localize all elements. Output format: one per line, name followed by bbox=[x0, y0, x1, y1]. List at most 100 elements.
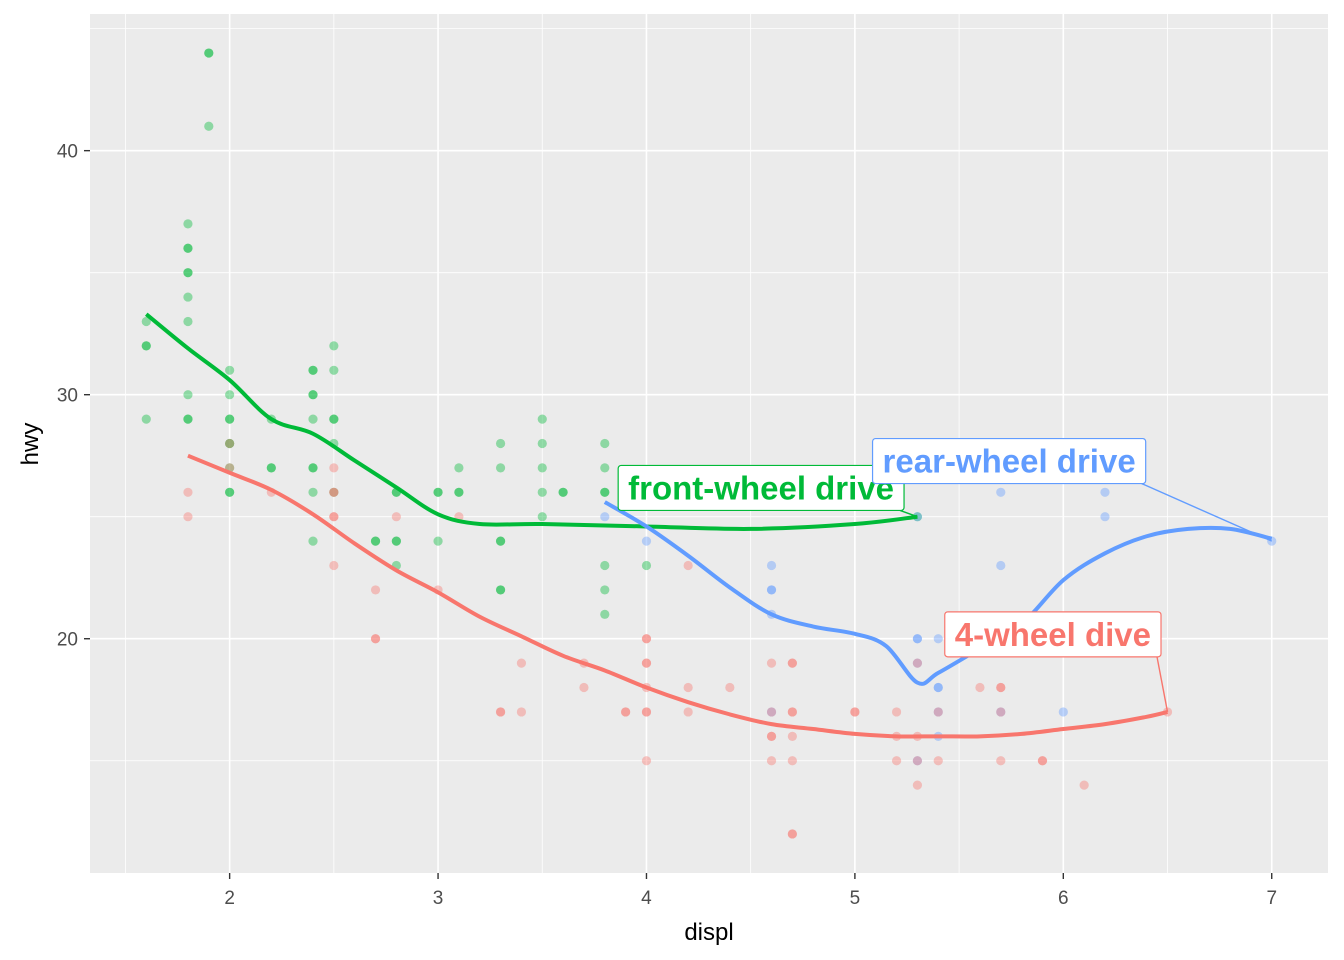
annotation-box bbox=[871, 437, 1147, 485]
data-point bbox=[225, 438, 235, 449]
data-point bbox=[766, 560, 777, 571]
data-point bbox=[516, 658, 527, 668]
x-tick-label: 4 bbox=[641, 888, 652, 909]
data-point bbox=[183, 512, 193, 522]
data-point bbox=[308, 536, 318, 546]
data-point bbox=[558, 487, 568, 497]
data-point bbox=[850, 707, 860, 717]
data-point bbox=[370, 536, 381, 546]
data-point bbox=[1058, 707, 1068, 717]
data-point bbox=[391, 512, 401, 522]
data-point bbox=[266, 463, 276, 473]
data-point bbox=[766, 756, 777, 766]
data-point bbox=[454, 487, 464, 497]
annotation-box bbox=[944, 611, 1162, 658]
smooth-lines bbox=[145, 312, 1273, 739]
data-point bbox=[996, 682, 1006, 693]
data-point bbox=[579, 682, 589, 693]
data-point bbox=[225, 438, 235, 449]
data-point bbox=[225, 414, 235, 424]
data-point bbox=[1100, 512, 1110, 522]
data-point bbox=[1037, 756, 1048, 766]
annotation-label: rear-wheel drive bbox=[871, 437, 1273, 542]
data-point bbox=[600, 585, 610, 595]
smooth-line bbox=[145, 312, 918, 531]
data-point bbox=[641, 707, 652, 717]
data-point bbox=[433, 487, 443, 497]
data-point bbox=[183, 268, 193, 278]
data-point bbox=[183, 390, 193, 400]
data-point bbox=[933, 682, 943, 693]
data-point bbox=[787, 658, 797, 668]
data-point bbox=[183, 243, 193, 253]
data-point bbox=[621, 707, 631, 717]
data-point bbox=[183, 316, 193, 327]
data-point bbox=[766, 585, 777, 595]
data-point bbox=[766, 707, 777, 717]
x-tick-label: 7 bbox=[1266, 888, 1277, 909]
data-point bbox=[912, 658, 923, 668]
data-point bbox=[204, 48, 214, 58]
data-point bbox=[204, 121, 214, 131]
data-point bbox=[933, 682, 943, 693]
data-point bbox=[495, 536, 506, 546]
y-tick-label: 30 bbox=[57, 386, 78, 407]
data-point bbox=[600, 512, 610, 522]
data-point bbox=[996, 707, 1006, 717]
data-point bbox=[933, 707, 943, 717]
data-point bbox=[329, 341, 339, 351]
data-point bbox=[766, 731, 777, 741]
data-point bbox=[225, 487, 235, 497]
annotation-label: front-wheel drive bbox=[617, 464, 918, 518]
data-point bbox=[370, 536, 381, 546]
data-point bbox=[141, 341, 151, 351]
data-point bbox=[537, 512, 547, 522]
data-point bbox=[912, 780, 923, 790]
data-point bbox=[537, 463, 547, 473]
data-point bbox=[891, 756, 902, 766]
data-point bbox=[787, 731, 797, 741]
data-point bbox=[537, 414, 547, 424]
data-point bbox=[787, 829, 797, 839]
data-point bbox=[1079, 780, 1089, 790]
annotation-text: front-wheel drive bbox=[628, 469, 894, 506]
data-point bbox=[600, 463, 610, 473]
data-point bbox=[308, 365, 318, 375]
data-point bbox=[996, 707, 1006, 717]
data-point bbox=[329, 512, 339, 522]
data-point bbox=[641, 634, 652, 644]
data-point bbox=[975, 682, 985, 693]
data-point bbox=[329, 414, 339, 424]
data-point bbox=[996, 487, 1006, 497]
data-point bbox=[787, 707, 797, 717]
data-point bbox=[996, 682, 1006, 693]
data-point bbox=[308, 463, 318, 473]
annotation-leader bbox=[1141, 482, 1273, 542]
data-point bbox=[641, 560, 652, 571]
data-point bbox=[308, 365, 318, 375]
data-point bbox=[141, 316, 151, 327]
data-point bbox=[225, 365, 235, 375]
data-point bbox=[766, 731, 777, 741]
x-tick-label: 5 bbox=[850, 888, 861, 909]
data-point bbox=[495, 707, 506, 717]
data-point bbox=[329, 487, 339, 497]
annotation-leader bbox=[899, 509, 918, 518]
data-point bbox=[912, 634, 923, 644]
data-point bbox=[370, 634, 381, 644]
data-point bbox=[683, 560, 693, 571]
data-point bbox=[329, 414, 339, 424]
annotation-box bbox=[617, 464, 905, 512]
data-point bbox=[204, 48, 214, 58]
data-point bbox=[370, 634, 381, 644]
data-point bbox=[308, 414, 318, 424]
data-point bbox=[641, 634, 652, 644]
smooth-line bbox=[187, 453, 1168, 739]
data-point bbox=[600, 487, 610, 497]
data-point bbox=[683, 682, 693, 693]
data-point bbox=[912, 756, 923, 766]
x-tick-label: 3 bbox=[433, 888, 444, 909]
data-point bbox=[787, 707, 797, 717]
